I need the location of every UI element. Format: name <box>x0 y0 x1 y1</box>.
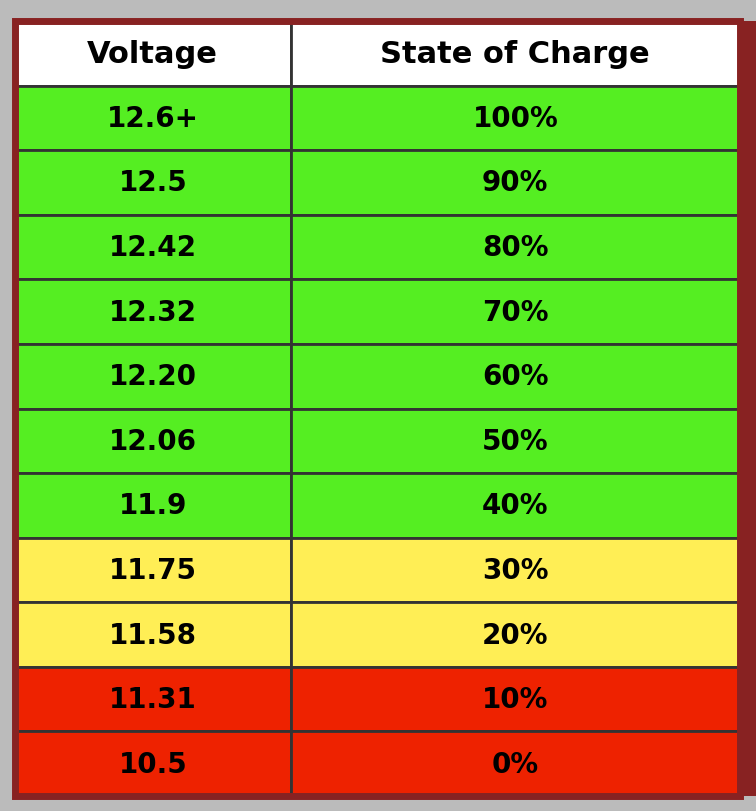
Text: 30%: 30% <box>482 556 549 584</box>
Bar <box>290 538 740 603</box>
Bar <box>15 603 290 667</box>
Bar <box>290 22 740 87</box>
Bar <box>15 22 290 87</box>
Text: 12.42: 12.42 <box>109 234 197 262</box>
Bar <box>15 216 290 280</box>
Text: 10%: 10% <box>482 685 548 713</box>
Bar <box>290 216 740 280</box>
Text: 10.5: 10.5 <box>119 750 187 778</box>
Bar <box>15 345 290 409</box>
Bar <box>290 280 740 345</box>
Text: 11.75: 11.75 <box>109 556 197 584</box>
Bar <box>290 603 740 667</box>
Text: 11.9: 11.9 <box>119 491 187 520</box>
Text: 12.6+: 12.6+ <box>107 105 199 133</box>
Bar <box>15 538 290 603</box>
Bar <box>290 409 740 474</box>
Text: 50%: 50% <box>482 427 549 455</box>
Text: 0%: 0% <box>491 750 539 778</box>
Text: 70%: 70% <box>482 298 549 326</box>
Bar <box>740 22 756 796</box>
Bar <box>15 280 290 345</box>
Text: State of Charge: State of Charge <box>380 40 650 69</box>
Bar <box>15 151 290 216</box>
Text: 60%: 60% <box>482 363 549 391</box>
Text: 12.20: 12.20 <box>109 363 197 391</box>
Bar <box>290 474 740 538</box>
Bar <box>290 732 740 796</box>
Bar <box>15 409 290 474</box>
Bar <box>290 667 740 732</box>
Text: Voltage: Voltage <box>87 40 218 69</box>
Text: 20%: 20% <box>482 620 549 649</box>
Text: 90%: 90% <box>482 169 548 197</box>
Text: 12.32: 12.32 <box>109 298 197 326</box>
Bar <box>290 87 740 151</box>
Text: 12.06: 12.06 <box>109 427 197 455</box>
Bar <box>15 667 290 732</box>
Bar <box>15 474 290 538</box>
Text: 12.5: 12.5 <box>119 169 187 197</box>
Text: 11.31: 11.31 <box>109 685 197 713</box>
Bar <box>15 732 290 796</box>
Bar <box>15 87 290 151</box>
Text: 40%: 40% <box>482 491 549 520</box>
Text: 80%: 80% <box>482 234 549 262</box>
Text: 100%: 100% <box>472 105 558 133</box>
Bar <box>290 151 740 216</box>
Bar <box>290 345 740 409</box>
Text: 11.58: 11.58 <box>109 620 197 649</box>
